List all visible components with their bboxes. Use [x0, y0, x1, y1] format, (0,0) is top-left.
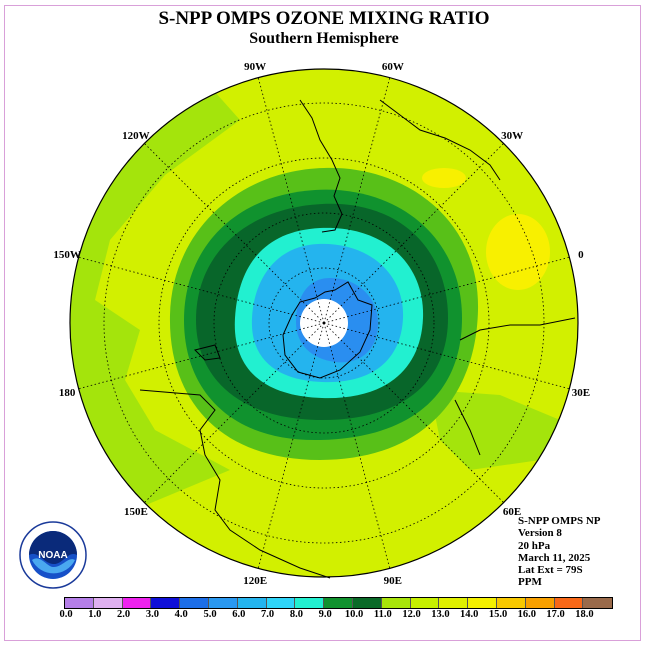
- colorbar-tick-label: 2.0: [117, 609, 131, 620]
- colorbar-swatch: [525, 598, 555, 608]
- colorbar-swatch: [151, 598, 181, 608]
- graticule: [78, 77, 570, 569]
- map-subtitle: Southern Hemisphere: [249, 30, 399, 47]
- noaa-logo: NOAA: [18, 520, 88, 595]
- colorbar-tick-labels: 0.0 1.0 2.0 3.0 4.0 5.0 6.0 7.0 8.0 9.0 10.0 11.0 12…: [0, 609, 648, 623]
- info-line-instrument: S-NPP OMPS NP: [518, 515, 601, 527]
- colorbar-tick-label: 8.0: [289, 609, 303, 620]
- longitude-label: 150E: [124, 506, 148, 518]
- colorbar-swatch: [266, 598, 296, 608]
- figure-frame: [4, 5, 641, 641]
- longitude-label: 60E: [503, 506, 521, 518]
- colorbar: [64, 597, 614, 609]
- colorbar-tick-label: 10.0: [344, 609, 364, 620]
- colorbar-swatch: [237, 598, 267, 608]
- map-title: S-NPP OMPS OZONE MIXING RATIO: [158, 8, 490, 29]
- colorbar-swatch: [93, 598, 123, 608]
- colorbar-tick-label: 15.0: [488, 609, 508, 620]
- colorbar-tick-label: 12.0: [402, 609, 421, 620]
- latitude-circle: [268, 267, 380, 379]
- ozone-band-13: [486, 214, 550, 290]
- colorbar-swatch: [295, 598, 325, 608]
- colorbar-swatch: [381, 598, 411, 608]
- colorbar-swatch: [352, 598, 382, 608]
- colorbar-tick-label: 13.0: [431, 609, 450, 620]
- longitude-label: 180: [59, 387, 76, 399]
- longitude-label: 0: [578, 249, 584, 261]
- colorbar-tick-label: 4.0: [174, 609, 188, 620]
- colorbar-swatch: [324, 598, 353, 608]
- info-line-version: Version 8: [518, 527, 562, 540]
- colorbar-tick-label: 9.0: [318, 609, 332, 620]
- longitude-label: 30W: [501, 130, 523, 142]
- colorbar-swatch: [554, 598, 584, 608]
- longitude-labels: 90W 60W 30W 0 30E 60E 90E 120E 150E 180 150W 120W: [53, 61, 590, 587]
- longitude-label: 90W: [244, 61, 266, 73]
- latitude-circle: [103, 102, 545, 544]
- info-line-lat-extent: Lat Ext = 79S: [518, 564, 583, 577]
- info-line-pressure: 20 hPa: [518, 539, 551, 552]
- ozone-band-11-east: [430, 390, 560, 470]
- colorbar-tick-label: 3.0: [145, 609, 159, 620]
- colorbar-swatch: [208, 598, 238, 608]
- colorbar-swatch: [468, 598, 497, 608]
- colorbar-swatch: [496, 598, 526, 608]
- colorbar-swatch: [65, 598, 94, 608]
- colorbar-swatch: [439, 598, 469, 608]
- noaa-logo-text: NOAA: [38, 550, 67, 561]
- colorbar-tick-label: 17.0: [546, 609, 565, 620]
- map-info-block: S-NPP OMPS NP Version 8 20 hPa March 11,…: [518, 515, 601, 589]
- ozone-band-11: [70, 92, 240, 520]
- colorbar-swatch: [410, 598, 440, 608]
- latitude-circle: [213, 212, 435, 434]
- colorbar-tick-label: 5.0: [203, 609, 217, 620]
- colorbar-tick-label: 14.0: [460, 609, 479, 620]
- info-line-date: March 11, 2025: [518, 551, 591, 564]
- colorbar-tick-label: 1.0: [88, 609, 102, 620]
- longitude-label: 60W: [382, 61, 404, 73]
- coastlines: [139, 99, 576, 579]
- colorbar-tick-label: 11.0: [373, 609, 392, 620]
- colorbar-swatch: [122, 598, 152, 608]
- colorbar-swatch: [583, 598, 613, 608]
- longitude-label: 150W: [53, 249, 81, 261]
- colorbar-tick-label: 0.0: [59, 609, 73, 620]
- longitude-label: 120E: [243, 575, 267, 587]
- ozone-band-13-small: [422, 168, 466, 188]
- colorbar-tick-label: 18.0: [575, 609, 594, 620]
- map-boundary: [69, 68, 579, 578]
- longitude-label: 30E: [572, 387, 590, 399]
- colorbar-tick-label: 16.0: [517, 609, 536, 620]
- latitude-circle: [158, 157, 490, 489]
- colorbar-tick-label: 7.0: [261, 609, 275, 620]
- info-line-units: PPM: [518, 576, 542, 589]
- colorbar-swatch: [180, 598, 209, 608]
- colorbar-tick-label: 6.0: [232, 609, 246, 620]
- longitude-label: 90E: [384, 575, 402, 587]
- longitude-label: 120W: [122, 130, 150, 142]
